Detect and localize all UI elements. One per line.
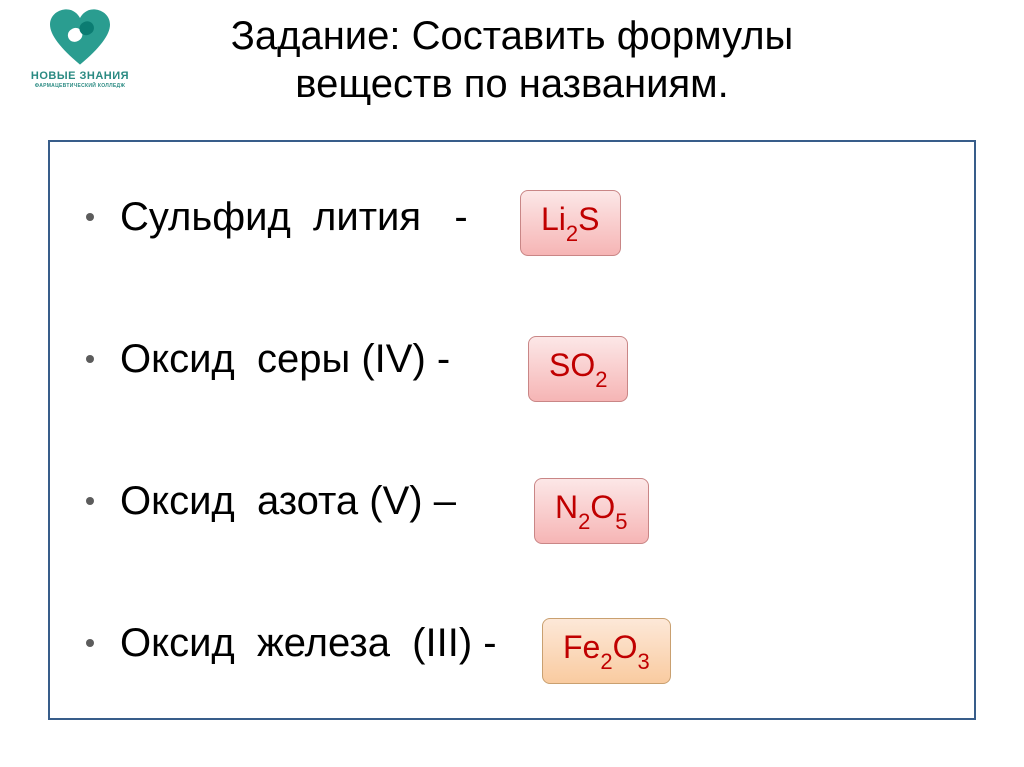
list-item: Оксид серы (IV) - SO2 (80, 324, 944, 394)
formula-box: N2O5 (534, 478, 649, 544)
formula-subscript: 2 (600, 649, 612, 674)
list-item: Оксид азота (V) – N2O5 (80, 466, 944, 536)
bullet-icon (86, 497, 94, 505)
formula-text: O (590, 489, 615, 525)
list-item: Сульфид лития - Li2S (80, 182, 944, 252)
bullet-icon (86, 213, 94, 221)
formula-text: S (578, 201, 599, 237)
compound-name: Оксид серы (IV) - (120, 337, 450, 382)
compound-name: Оксид азота (V) – (120, 479, 456, 524)
list-item: Оксид железа (III) - Fe2O3 (80, 608, 944, 678)
formula-subscript: 2 (566, 221, 578, 246)
formula-text: SO (549, 347, 595, 383)
title-line-1: Задание: Составить формулы (0, 12, 1024, 60)
content-box: Сульфид лития - Li2S Оксид серы (IV) - S… (48, 140, 976, 720)
formula-subscript: 5 (615, 509, 627, 534)
bullet-icon (86, 639, 94, 647)
page-title: Задание: Составить формулы веществ по на… (0, 12, 1024, 108)
formula-text: Fe (563, 629, 600, 665)
formula-subscript: 2 (578, 509, 590, 534)
formula-text: O (613, 629, 638, 665)
formula-subscript: 2 (595, 367, 607, 392)
compound-name: Сульфид лития - (120, 195, 468, 240)
formula-box: SO2 (528, 336, 628, 402)
formula-box: Li2S (520, 190, 621, 256)
formula-text: N (555, 489, 578, 525)
title-line-2: веществ по названиям. (0, 60, 1024, 108)
formula-text: Li (541, 201, 566, 237)
compound-name: Оксид железа (III) - (120, 621, 497, 666)
bullet-icon (86, 355, 94, 363)
formula-box: Fe2O3 (542, 618, 671, 684)
formula-subscript: 3 (637, 649, 649, 674)
